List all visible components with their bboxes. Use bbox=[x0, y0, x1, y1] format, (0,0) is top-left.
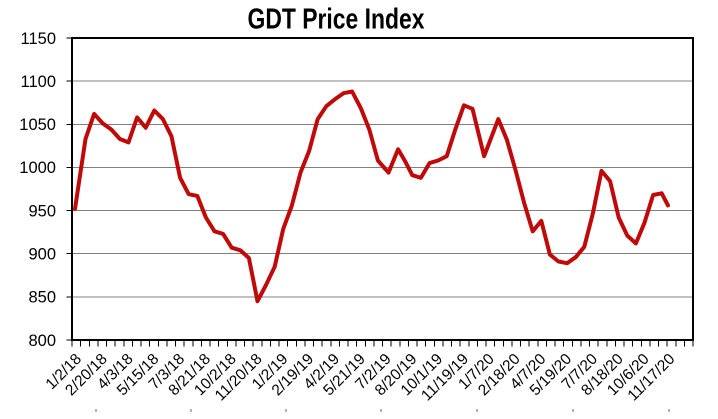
svg-text:1000: 1000 bbox=[19, 159, 56, 177]
svg-text:950: 950 bbox=[28, 202, 56, 220]
svg-text:850: 850 bbox=[28, 289, 56, 307]
svg-text:900: 900 bbox=[28, 246, 56, 264]
svg-text:GDT Price Index: GDT Price Index bbox=[248, 4, 425, 36]
svg-text:1100: 1100 bbox=[21, 73, 56, 91]
svg-text:800: 800 bbox=[28, 332, 56, 350]
svg-text:1050: 1050 bbox=[19, 116, 56, 134]
svg-text:1150: 1150 bbox=[21, 30, 56, 48]
